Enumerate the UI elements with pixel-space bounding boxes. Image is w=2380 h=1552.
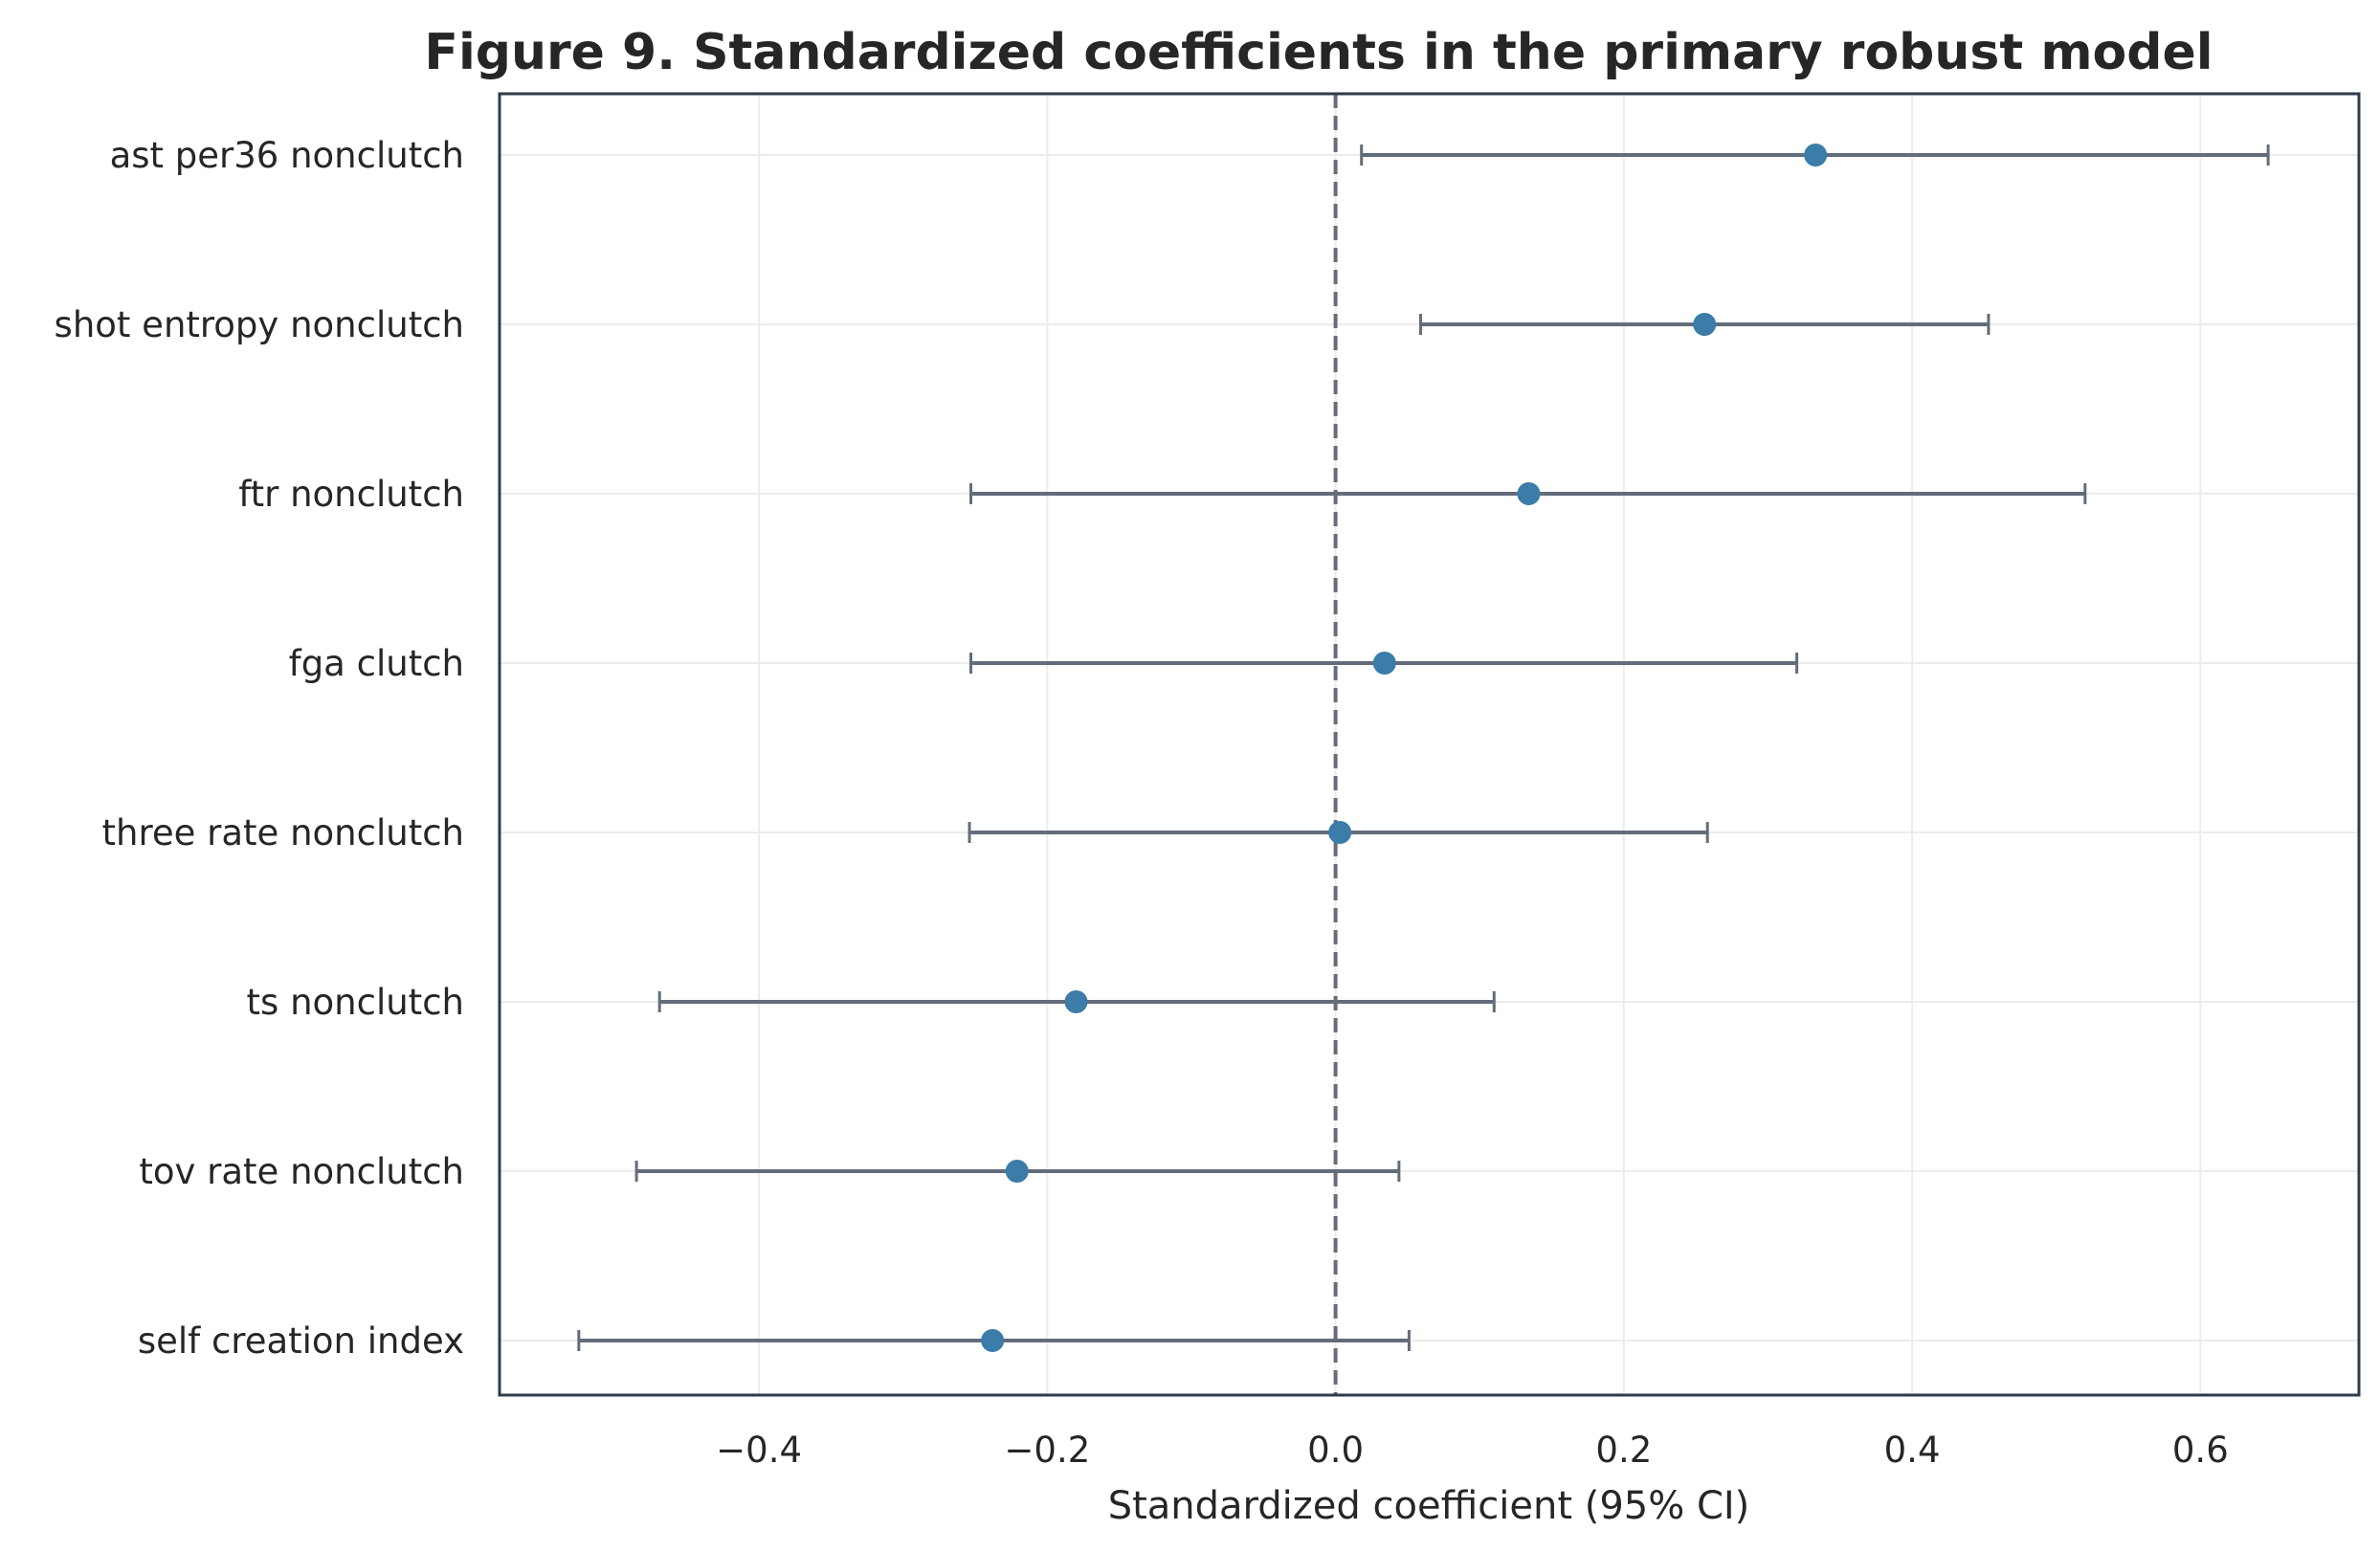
x-tick-label: −0.2 [1004,1430,1090,1471]
coefficient-point [1804,144,1828,166]
x-tick-label: 0.0 [1307,1430,1364,1471]
y-tick-label: three rate nonclutch [102,812,464,854]
x-tick-label: 0.4 [1884,1430,1941,1471]
x-tick-label: 0.2 [1595,1430,1652,1471]
y-tick-label: ts nonclutch [247,982,464,1023]
y-tick-labels: ast per36 nonclutch shot entropy nonclutc… [55,135,464,1362]
y-tick-label: ftr nonclutch [238,474,464,515]
errorbar-layer [577,144,2270,1351]
coefficient-point [1064,990,1088,1013]
coefficient-point [1328,821,1352,844]
coefficient-point [1693,313,1717,336]
x-tick-label: 0.6 [2172,1430,2229,1471]
x-tick-label: −0.4 [716,1430,802,1471]
coefficient-point [1372,652,1396,675]
y-tick-label: fga clutch [289,643,464,684]
x-axis-label: Standardized coefficient (95% CI) [1108,1484,1750,1528]
x-tick-labels: −0.4 −0.2 0.0 0.2 0.4 0.6 [716,1430,2229,1471]
chart-title: Figure 9. Standardized coefficients in t… [424,24,2213,81]
coefficient-point [981,1329,1005,1352]
y-tick-label: ast per36 nonclutch [110,135,464,176]
grid-layer [500,94,2359,1395]
point-layer [981,144,1828,1352]
y-tick-label: self creation index [138,1320,464,1362]
y-tick-label: shot entropy nonclutch [55,304,464,345]
y-tick-label: tov rate nonclutch [139,1151,464,1192]
coefficient-point [1005,1160,1029,1183]
coefficient-point [1517,482,1541,505]
plot-frame [498,92,2361,1397]
